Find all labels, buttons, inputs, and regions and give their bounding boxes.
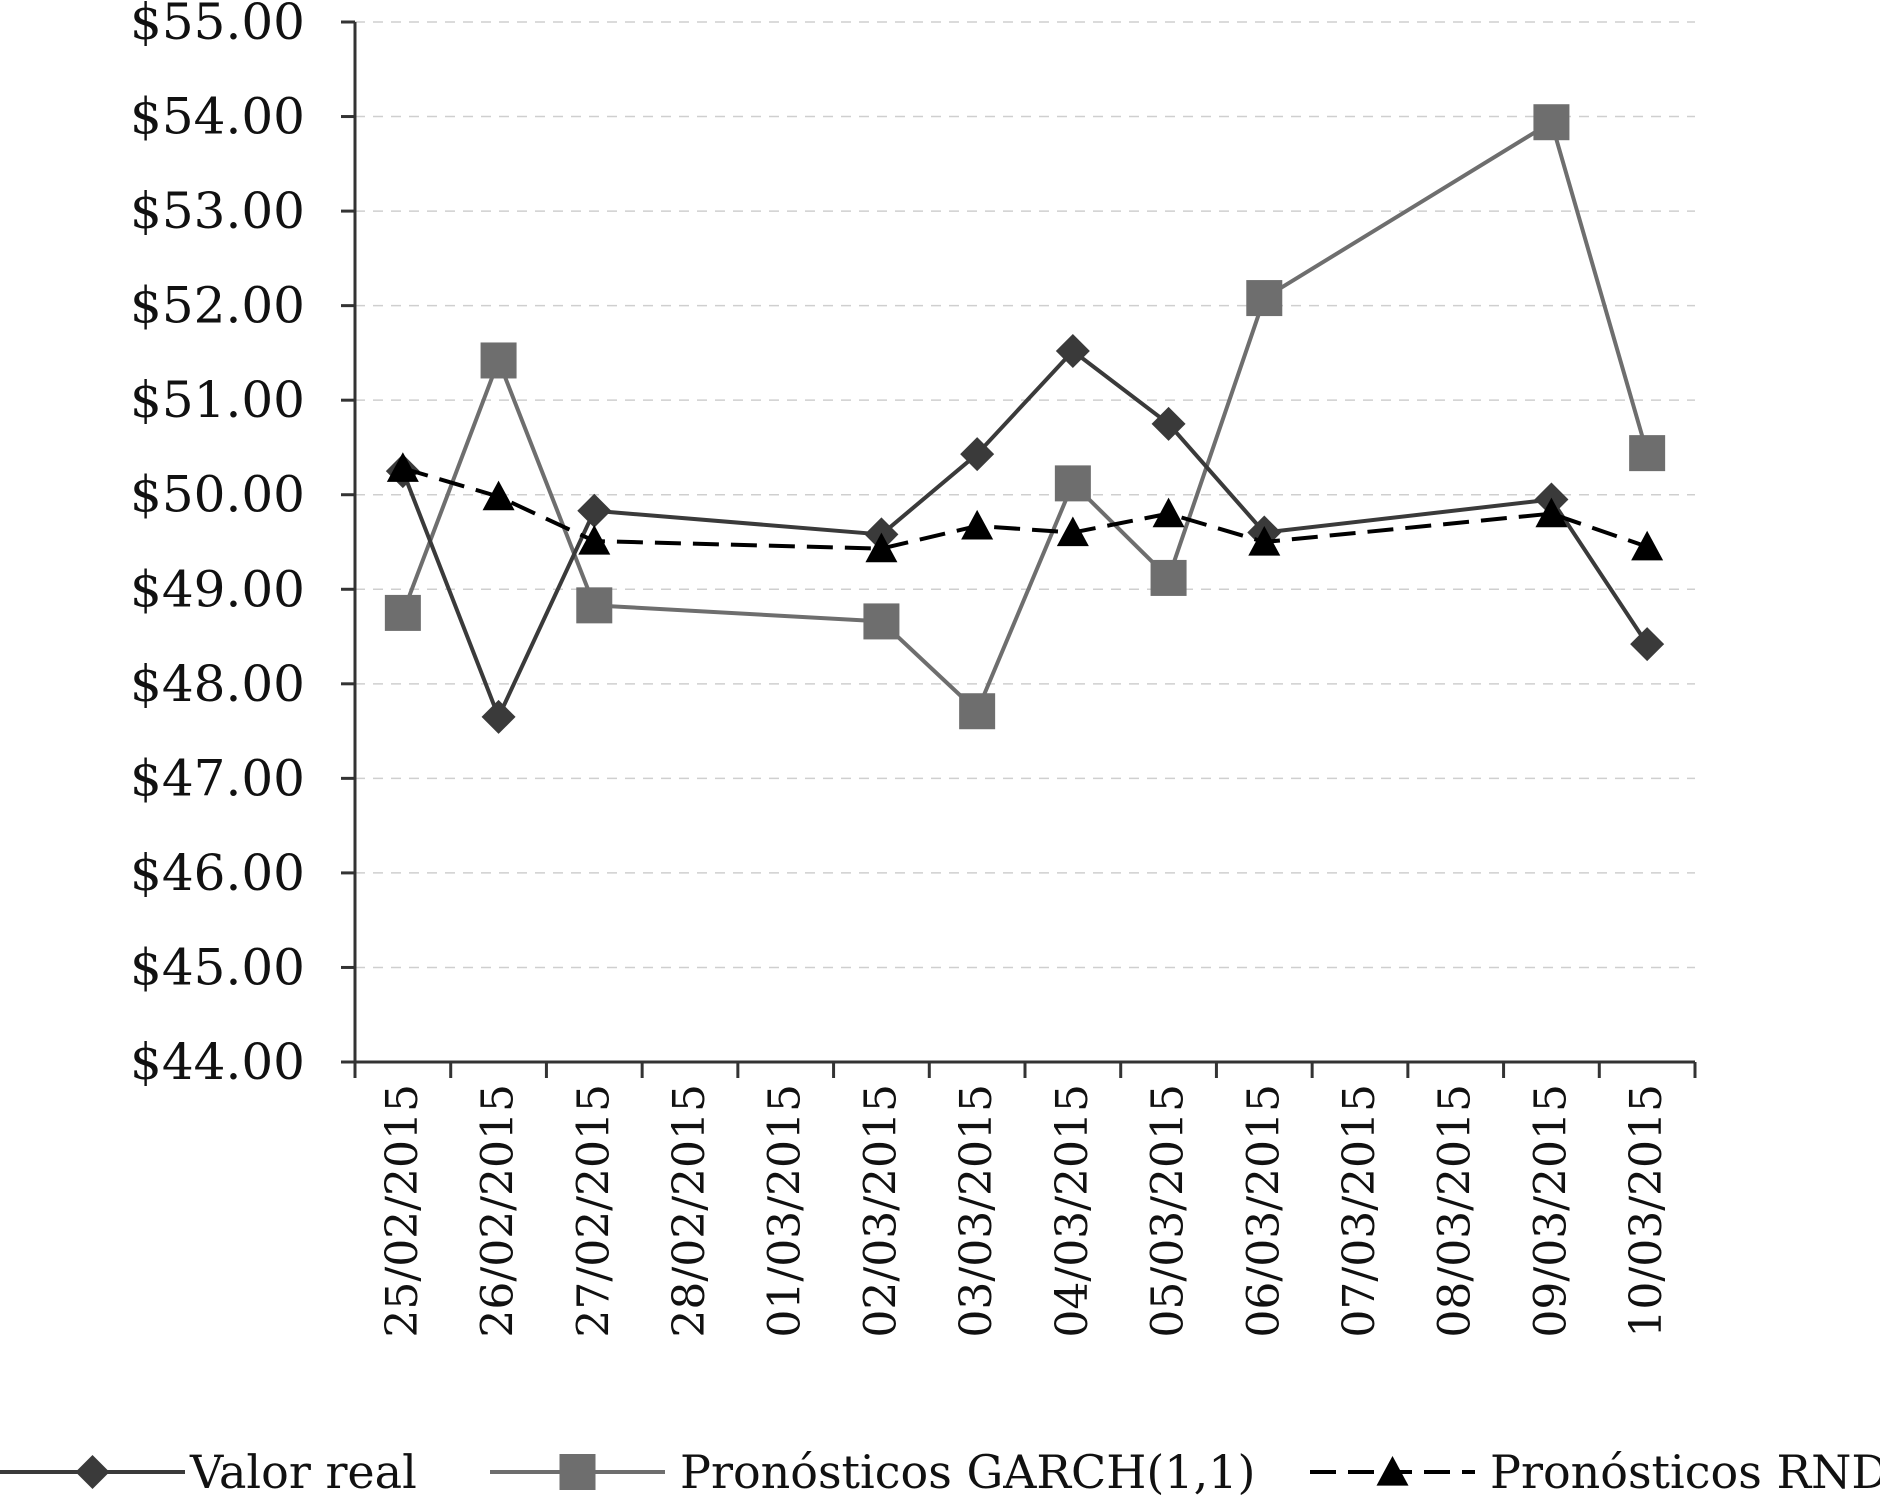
data-point (1533, 104, 1570, 141)
y-tick-label: $52.00 (130, 277, 305, 335)
legend: Valor real Pronósticos GARCH(1,1) Pronósti… (0, 1445, 1880, 1499)
legend-item: Valor real (0, 1445, 417, 1499)
x-tick-label: 07/03/2015 (1334, 1084, 1385, 1338)
y-tick-label: $54.00 (130, 88, 305, 146)
data-point (1055, 334, 1090, 369)
data-point (384, 594, 421, 631)
legend-swatch-marker (559, 1454, 596, 1490)
data-point (1054, 465, 1091, 502)
x-tick-label: 08/03/2015 (1430, 1084, 1481, 1338)
series-line (402, 466, 1648, 551)
y-tick-label: $47.00 (130, 749, 305, 807)
data-point (1150, 559, 1187, 596)
legend-item: Pronósticos RND (1310, 1445, 1880, 1499)
x-tick-label: 25/02/2015 (377, 1084, 428, 1338)
x-tick-label: 03/03/2015 (951, 1084, 1002, 1338)
data-point (480, 342, 517, 379)
data-point (865, 532, 898, 563)
data-point (960, 437, 995, 472)
y-tick-label: $50.00 (130, 466, 305, 524)
y-tick-label: $44.00 (130, 1033, 305, 1091)
series-line (400, 120, 1650, 714)
x-tick-label: 04/03/2015 (1047, 1084, 1098, 1338)
x-tick-label: 28/02/2015 (664, 1084, 715, 1338)
legend-label: Pronósticos GARCH(1,1) (680, 1445, 1255, 1499)
data-point (959, 693, 996, 730)
legend-swatch-marker (1376, 1456, 1409, 1486)
y-tick-label: $49.00 (130, 560, 305, 618)
series-1 (385, 334, 1665, 734)
data-point (1535, 497, 1568, 528)
data-point (1629, 435, 1666, 472)
data-point (576, 587, 613, 624)
data-point (863, 603, 900, 640)
axes: $44.00 $45.00 $46.00 $47.00 $48.00 $49.00 $50.… (130, 0, 1697, 1338)
y-tick-label: $51.00 (130, 371, 305, 429)
gridlines (355, 21, 1695, 969)
y-tick-label: $46.00 (130, 844, 305, 902)
legend-item: Pronósticos GARCH(1,1) (490, 1445, 1255, 1499)
y-tick-label: $45.00 (130, 938, 305, 996)
legend-swatch-marker (75, 1455, 110, 1489)
data-point (961, 509, 994, 540)
series-line (400, 349, 1649, 719)
series-3 (386, 452, 1664, 563)
data-point (1151, 406, 1186, 441)
y-tick-label: $48.00 (130, 655, 305, 713)
data-point (1631, 530, 1664, 561)
x-tick-label: 05/03/2015 (1143, 1084, 1194, 1338)
legend-label: Pronósticos RND (1490, 1445, 1880, 1499)
x-tick-label: 10/03/2015 (1621, 1084, 1672, 1338)
legend-label: Valor real (189, 1445, 417, 1499)
x-tick-label: 02/03/2015 (855, 1084, 906, 1338)
y-tick-label: $53.00 (130, 182, 305, 240)
data-point (1246, 280, 1283, 317)
data-point (1248, 526, 1281, 556)
series-2 (384, 104, 1666, 730)
data-point (1056, 516, 1089, 547)
x-tick-label: 09/03/2015 (1525, 1084, 1576, 1338)
data-point (578, 525, 611, 555)
data-point (577, 493, 612, 528)
data-point (386, 452, 419, 482)
data-point (481, 699, 516, 734)
y-tick-label: $55.00 (130, 0, 305, 51)
data-point (482, 480, 515, 511)
x-tick-label: 01/03/2015 (760, 1084, 811, 1338)
x-tick-label: 26/02/2015 (473, 1084, 524, 1338)
data-point (1152, 497, 1185, 528)
x-tick-label: 27/02/2015 (568, 1084, 619, 1338)
x-tick-label: 06/03/2015 (1238, 1084, 1289, 1338)
series-layer (384, 104, 1666, 734)
data-point (1630, 627, 1665, 662)
